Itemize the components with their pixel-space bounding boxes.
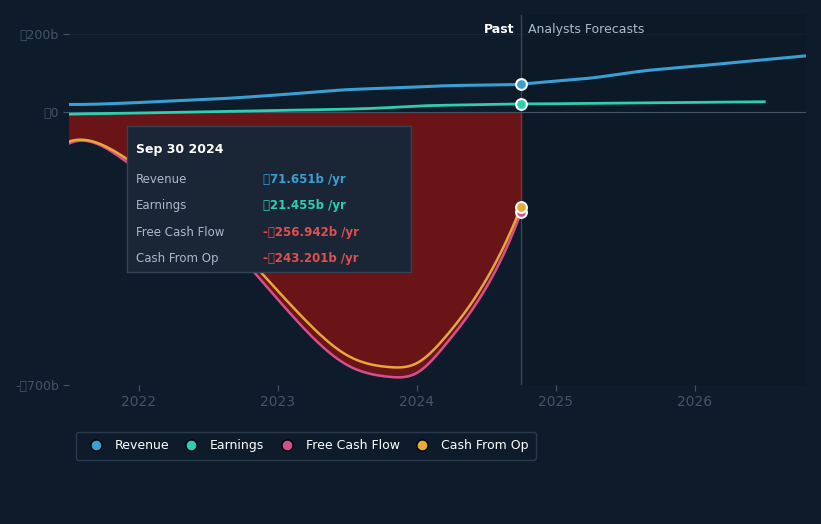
Text: Past: Past: [484, 23, 514, 36]
Legend: Revenue, Earnings, Free Cash Flow, Cash From Op: Revenue, Earnings, Free Cash Flow, Cash …: [76, 432, 536, 460]
Text: Revenue: Revenue: [135, 173, 187, 185]
Text: Cash From Op: Cash From Op: [135, 252, 218, 265]
Text: Earnings: Earnings: [135, 199, 187, 212]
Point: [515, 100, 528, 108]
Text: ₼71.651b /yr: ₼71.651b /yr: [264, 173, 346, 185]
Point: [515, 208, 528, 216]
Text: ₼21.455b /yr: ₼21.455b /yr: [264, 199, 346, 212]
Bar: [521, 15, 806, 385]
Text: -₼243.201b /yr: -₼243.201b /yr: [264, 252, 359, 265]
Text: -₼256.942b /yr: -₼256.942b /yr: [264, 225, 360, 238]
Point: [515, 203, 528, 211]
Text: Free Cash Flow: Free Cash Flow: [135, 225, 224, 238]
Point: [515, 80, 528, 89]
Text: Sep 30 2024: Sep 30 2024: [135, 144, 223, 156]
Text: Analysts Forecasts: Analysts Forecasts: [528, 23, 644, 36]
